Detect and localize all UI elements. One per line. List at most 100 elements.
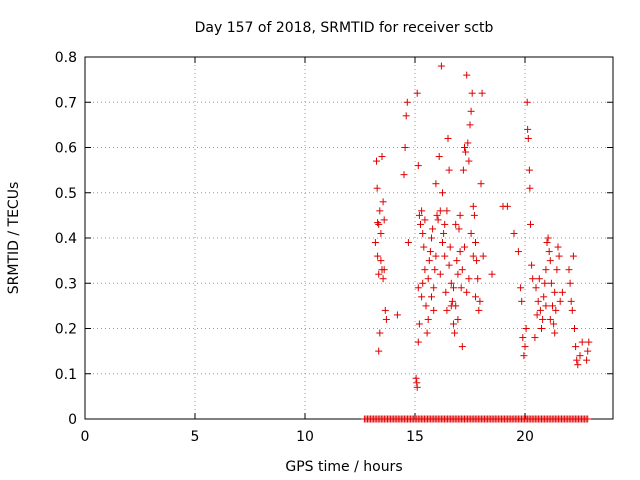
data-point [551, 329, 559, 337]
data-point [527, 220, 534, 228]
data-point [424, 315, 432, 323]
data-point [403, 98, 411, 106]
data-point [414, 162, 422, 170]
data-point [541, 279, 549, 287]
data-point [412, 374, 420, 382]
data-point [567, 297, 575, 305]
data-point [477, 180, 485, 188]
data-point [434, 216, 442, 224]
data-point [576, 352, 584, 360]
data-point [415, 320, 423, 328]
data-point [419, 229, 427, 237]
data-point [382, 315, 390, 323]
data-point [569, 252, 577, 260]
data-point [439, 189, 446, 197]
data-point [439, 239, 446, 247]
data-point [542, 302, 550, 310]
data-point [568, 306, 576, 314]
data-point [377, 257, 385, 265]
data-point [454, 315, 462, 323]
data-point [393, 311, 401, 319]
data-point [528, 261, 536, 269]
data-point [379, 198, 387, 206]
data-point [544, 234, 552, 242]
data-point [426, 248, 434, 256]
data-point [436, 270, 444, 278]
data-point [428, 293, 435, 301]
data-point [401, 144, 409, 151]
data-point [447, 279, 455, 287]
data-point [565, 266, 573, 274]
data-point [549, 302, 556, 310]
y-tick-label: 0.4 [55, 231, 77, 247]
data-point [521, 343, 529, 351]
data-point [574, 361, 582, 369]
data-point [457, 284, 465, 292]
data-point [376, 207, 384, 215]
data-point [534, 297, 542, 305]
y-tick-label: 0.1 [55, 367, 77, 383]
data-point [551, 288, 559, 296]
data-point [503, 202, 511, 210]
data-point [413, 383, 421, 391]
data-point [536, 306, 544, 314]
data-point [523, 98, 531, 106]
data-point [432, 252, 440, 260]
x-tick-label: 0 [81, 429, 90, 445]
data-point [526, 184, 534, 192]
data-point [451, 329, 459, 337]
data-point [469, 252, 477, 260]
data-point [422, 302, 430, 310]
chart-title: Day 157 of 2018, SRMTID for receiver sct… [195, 20, 494, 36]
data-point [423, 329, 431, 337]
data-point [524, 125, 532, 133]
data-point [554, 243, 562, 251]
y-tick-label: 0.8 [55, 50, 77, 66]
data-point [550, 320, 558, 328]
data-point [431, 266, 439, 274]
data-point [542, 266, 550, 274]
data-point [488, 270, 496, 278]
data-point [514, 248, 522, 256]
data-point [400, 171, 408, 179]
data-point [381, 306, 389, 314]
data-point [552, 306, 560, 314]
data-point [458, 266, 466, 274]
data-point [437, 62, 445, 70]
data-point [375, 220, 383, 228]
data-point [441, 220, 449, 228]
data-point [585, 338, 593, 346]
data-point [376, 329, 384, 337]
data-point [440, 229, 448, 237]
data-point [510, 229, 518, 237]
x-tick-label: 10 [296, 429, 314, 445]
y-tick-label: 0.6 [55, 141, 77, 157]
data-point [583, 356, 591, 364]
data-point [414, 338, 422, 346]
data-point [573, 356, 581, 364]
data-point [558, 288, 566, 296]
data-point [424, 275, 432, 283]
data-point [417, 220, 424, 228]
data-point [463, 71, 471, 79]
data-point [475, 306, 483, 314]
data-point [445, 261, 453, 269]
data-point [473, 257, 481, 265]
data-point [531, 334, 539, 342]
data-points [360, 62, 593, 423]
data-point [520, 352, 528, 360]
data-point [456, 211, 464, 219]
data-point [556, 297, 564, 305]
data-point [465, 275, 473, 283]
data-point [459, 166, 467, 174]
data-point [374, 252, 382, 260]
data-point [454, 270, 462, 278]
data-point [378, 153, 386, 161]
data-point [420, 243, 428, 251]
data-point [450, 320, 457, 328]
data-point [452, 220, 460, 228]
data-point [433, 211, 441, 219]
data-point [425, 257, 433, 265]
data-point [375, 347, 383, 355]
